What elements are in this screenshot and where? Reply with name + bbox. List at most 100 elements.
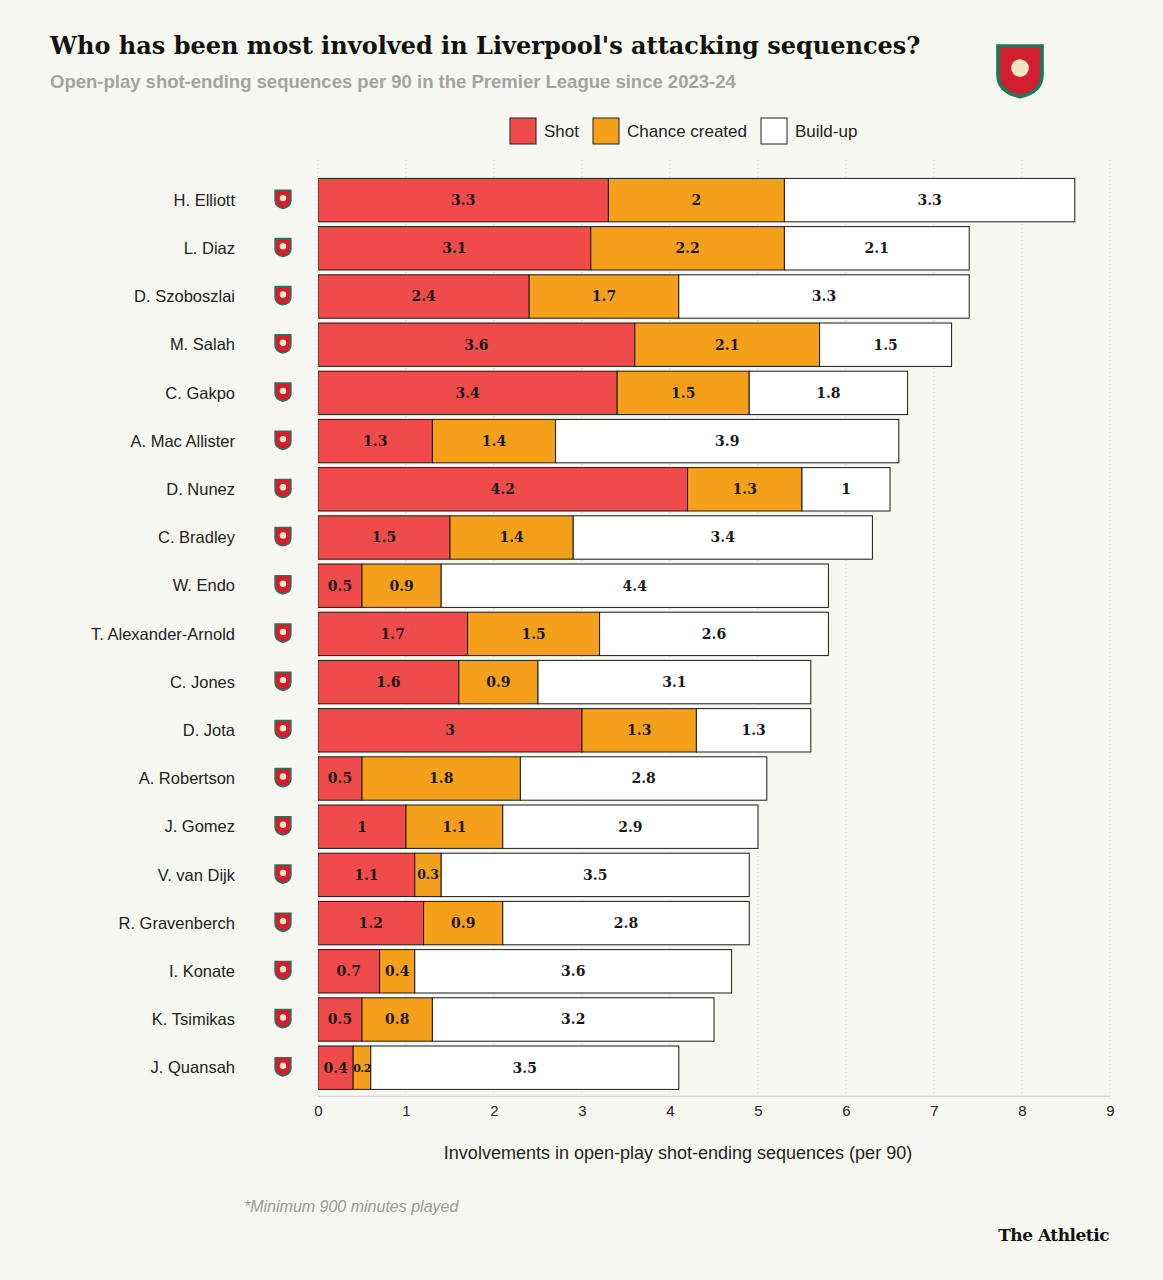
- data-label: 1.4: [482, 433, 507, 449]
- bar-segment: [591, 227, 785, 270]
- crest: [275, 528, 291, 546]
- data-label: 3.5: [583, 867, 607, 883]
- legend: ShotChance createdBuild-up: [510, 118, 857, 144]
- bar-segment: [318, 371, 617, 414]
- bar-segment: [450, 516, 573, 559]
- crest: [275, 720, 291, 738]
- bar-segment: [415, 950, 732, 993]
- data-label: 0.8: [385, 1011, 409, 1027]
- bar-segment: [520, 757, 766, 800]
- footnote: *Minimum 900 minutes played: [244, 1198, 459, 1215]
- category-label: A. Mac Allister: [130, 432, 235, 450]
- category-label: K. Tsimikas: [152, 1010, 235, 1028]
- category-label: M. Salah: [170, 335, 235, 353]
- bar-segment: [538, 660, 811, 703]
- grid: [318, 160, 1110, 1096]
- data-label: 0.4: [385, 963, 410, 979]
- bar-segment: [635, 323, 820, 366]
- crest: [275, 335, 291, 353]
- tick: 6: [842, 1096, 850, 1120]
- data-label: 1.6: [376, 674, 400, 690]
- tick: 1: [402, 1096, 410, 1120]
- source: The Athletic: [998, 1225, 1109, 1245]
- data-label: 1.5: [671, 385, 695, 401]
- data-label: 2.6: [702, 626, 726, 642]
- crest-detail: [1011, 59, 1029, 77]
- data-label: 0.5: [328, 770, 352, 786]
- tick-label: 9: [1106, 1102, 1114, 1119]
- data-label: 1.7: [592, 288, 616, 304]
- crest-detail: [280, 1063, 286, 1069]
- bar-segment: [362, 998, 432, 1041]
- data-label: 2.1: [715, 337, 739, 353]
- bars: [318, 178, 1075, 1089]
- bar-segment: [600, 612, 829, 655]
- category-label: V. van Dijk: [158, 866, 236, 884]
- subtitle: Open-play shot-ending sequences per 90 i…: [50, 71, 736, 92]
- crest-detail: [280, 484, 286, 490]
- data-label: 3.4: [711, 529, 736, 545]
- data-label: 3.5: [513, 1060, 537, 1076]
- data-label: 0.7: [337, 963, 361, 979]
- bar-segment: [318, 998, 362, 1041]
- data-label: 4.4: [623, 578, 648, 594]
- bar-segment: [503, 901, 749, 944]
- bar-segment: [353, 1046, 371, 1089]
- tick-label: 2: [490, 1102, 498, 1119]
- crest-detail: [280, 436, 286, 442]
- data-label: 1.2: [359, 915, 383, 931]
- bar-segment: [503, 805, 758, 848]
- crest: [275, 383, 291, 401]
- crest-detail: [280, 1014, 286, 1020]
- crest-detail: [280, 677, 286, 683]
- bar-segment: [318, 1046, 353, 1089]
- tick-label: 8: [1018, 1102, 1026, 1119]
- bar-segment: [318, 612, 468, 655]
- crest-detail: [280, 725, 286, 731]
- bar-segment: [380, 950, 415, 993]
- category-label: I. Konate: [169, 962, 235, 980]
- crest: [275, 817, 291, 835]
- tick-label: 4: [666, 1102, 674, 1119]
- bar-segment: [820, 323, 952, 366]
- bar-segment: [802, 468, 890, 511]
- data-label: 1.5: [873, 337, 897, 353]
- tick: 2: [490, 1096, 498, 1120]
- data-label: 0.9: [389, 578, 413, 594]
- data-label: 3.4: [455, 385, 480, 401]
- axis-line: [319, 1096, 1111, 1097]
- crest: [275, 961, 291, 979]
- bar-segment: [441, 853, 749, 896]
- category-label: J. Gomez: [164, 817, 235, 835]
- crest-detail: [280, 243, 286, 249]
- crest: [275, 287, 291, 305]
- bar-segment: [318, 419, 432, 462]
- bar-segment: [556, 419, 899, 462]
- crest-detail: [280, 822, 286, 828]
- bar-segment: [318, 227, 591, 270]
- bar-segment: [424, 901, 503, 944]
- data-label: 1.7: [381, 626, 405, 642]
- data-label: 3.2: [561, 1011, 585, 1027]
- data-label: 1.8: [429, 770, 453, 786]
- data-label: 3.3: [451, 192, 475, 208]
- data-label: 2.1: [865, 240, 889, 256]
- crest: [275, 672, 291, 690]
- bar-segment: [608, 178, 784, 221]
- category-label: W. Endo: [173, 576, 235, 594]
- legend-label: Shot: [544, 122, 579, 141]
- bar-segment: [749, 371, 907, 414]
- bar-segment: [696, 709, 810, 752]
- data-label: 1.4: [499, 529, 524, 545]
- legend-swatch: [510, 118, 536, 144]
- bar-segment: [362, 757, 520, 800]
- tick-label: 1: [402, 1102, 410, 1119]
- grid-line: [1110, 160, 1111, 1096]
- bar-segment: [415, 853, 441, 896]
- category-label: C. Bradley: [158, 528, 236, 546]
- tick: 3: [578, 1096, 586, 1120]
- crest: [275, 479, 291, 497]
- category-label: T. Alexander-Arnold: [91, 625, 235, 643]
- data-label: 1.1: [354, 867, 378, 883]
- tick-label: 7: [930, 1102, 938, 1119]
